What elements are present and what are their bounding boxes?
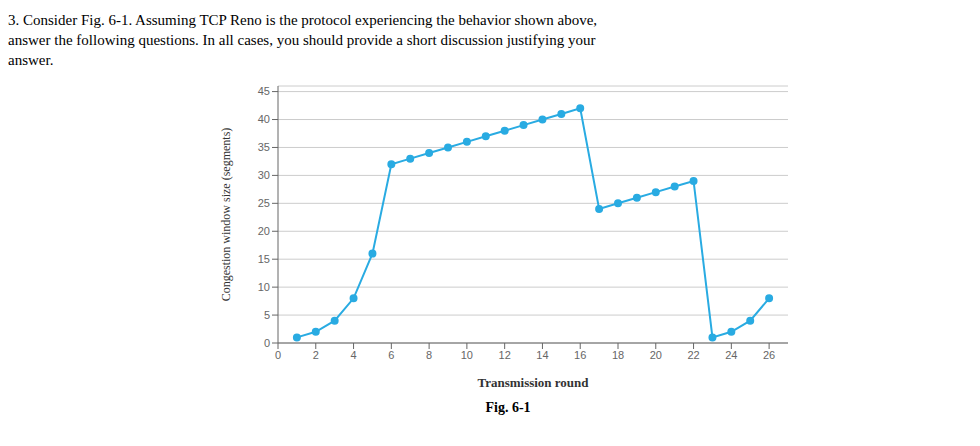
- svg-text:15: 15: [258, 253, 270, 265]
- svg-text:35: 35: [258, 141, 270, 153]
- svg-text:0: 0: [264, 337, 270, 349]
- svg-text:12: 12: [499, 349, 511, 361]
- svg-text:10: 10: [258, 281, 270, 293]
- svg-text:16: 16: [574, 349, 586, 361]
- svg-text:30: 30: [258, 169, 270, 181]
- html-text:answer the following questions: answer the following questions. In all c…: [8, 32, 596, 48]
- svg-text:22: 22: [687, 349, 699, 361]
- svg-text:10: 10: [461, 349, 473, 361]
- svg-text:5: 5: [264, 309, 270, 321]
- svg-text:40: 40: [258, 113, 270, 125]
- svg-text:14: 14: [536, 349, 548, 361]
- svg-text:24: 24: [725, 349, 737, 361]
- svg-text:Congestion window size (segmen: Congestion window size (segments): [219, 128, 233, 302]
- svg-text:8: 8: [426, 349, 432, 361]
- svg-text:Transmission round: Transmission round: [477, 375, 589, 390]
- svg-text:45: 45: [258, 85, 270, 97]
- html-text:answer.: answer.: [8, 52, 54, 68]
- svg-text:18: 18: [612, 349, 624, 361]
- svg-text:2: 2: [313, 349, 319, 361]
- svg-text:0: 0: [275, 349, 281, 361]
- svg-text:26: 26: [763, 349, 775, 361]
- html-text:3. Consider Fig. 6-1. Assuming: 3. Consider Fig. 6-1. Assuming TCP Reno …: [8, 12, 598, 28]
- svg-text:25: 25: [258, 197, 270, 209]
- html-text:Fig. 6-1: Fig. 6-1: [485, 400, 531, 415]
- svg-text:4: 4: [350, 349, 356, 361]
- svg-text:20: 20: [650, 349, 662, 361]
- svg-text:20: 20: [258, 225, 270, 237]
- svg-text:6: 6: [388, 349, 394, 361]
